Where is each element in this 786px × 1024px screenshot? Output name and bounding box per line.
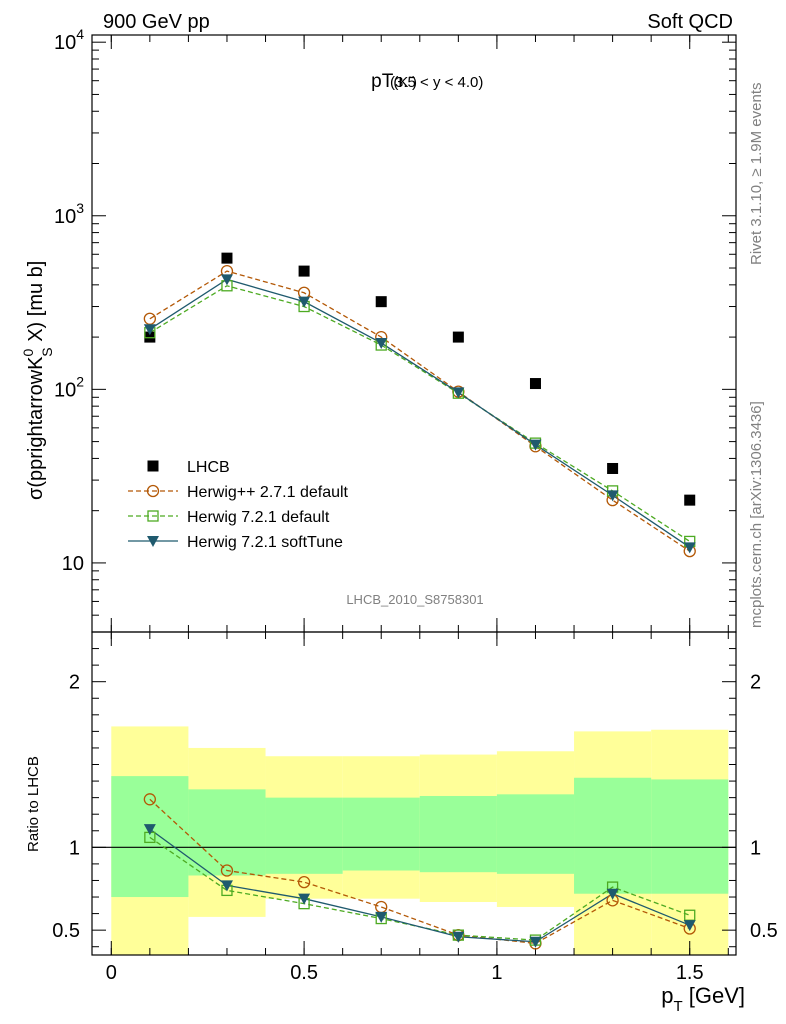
mcplots-label: mcplots.cern.ch [arXiv:1306.3436] xyxy=(748,401,765,628)
ratio-point-herwig-7-2-1-softtune xyxy=(452,931,465,943)
plot-title-particle-sup: - xyxy=(408,71,412,83)
plot-title-particle: (K xyxy=(393,74,408,91)
ratio-plot: 0.5 0.5 1 1 2 2 0 0.5 1 1.5 xyxy=(52,631,778,984)
x-tick-label: 1 xyxy=(491,962,502,984)
main-y-tick-label: 10 xyxy=(62,553,84,575)
ratio-y-axis-label: Ratio to LHCB xyxy=(25,756,42,852)
ratio-y-tick-label: 0.5 xyxy=(52,920,80,942)
tick-base: 10 xyxy=(54,32,76,54)
legend-marker-herwig-7-2-1-softtune xyxy=(147,536,159,547)
point-lhcb xyxy=(452,331,464,343)
ratio-y-tick-label-right: 2 xyxy=(750,672,761,694)
point-herwig-7-2-1-softtune xyxy=(143,324,156,336)
ratio-y-tick-label-right: 0.5 xyxy=(750,920,778,942)
series-line-herwig-7-2-1-default xyxy=(149,285,691,542)
tick-base: 10 xyxy=(54,206,76,228)
point-herwig-7-2-1-softtune xyxy=(683,542,696,554)
uncertainty-band-inner xyxy=(651,779,729,894)
uncertainty-band-inner xyxy=(188,789,266,876)
ratio-point-herwig-7-2-1-softtune xyxy=(298,893,311,905)
main-y-axis-label: σ(pprightarrowK0 S X) [mu b] xyxy=(20,261,55,500)
legend-label-herwig-7-2-1-default: Herwig 7.2.1 default xyxy=(187,509,330,526)
point-herwig-7-2-1-softtune xyxy=(529,439,542,451)
main-y-tick-label: 102 xyxy=(54,373,84,401)
x-label-sub: T xyxy=(673,998,682,1015)
point-lhcb xyxy=(684,494,696,506)
main-y-label-sub: S xyxy=(39,347,55,356)
ratio-point-herwig-7-2-1-softtune xyxy=(683,920,696,932)
ratio-point-herwig-2-7-1-default xyxy=(220,864,234,877)
ratio-y-tick-label-right: 1 xyxy=(750,837,761,859)
ratio-y-tick-label: 1 xyxy=(69,837,80,859)
x-tick-label: 0 xyxy=(106,962,117,984)
legend-marker-lhcb xyxy=(147,460,159,472)
uncertainty-band-inner xyxy=(419,795,497,873)
ratio-point-herwig-7-2-1-softtune xyxy=(143,824,156,836)
plot-title-particle-close: ) xyxy=(412,74,417,91)
legend-label-herwig-7-2-1-softtune: Herwig 7.2.1 softTune xyxy=(187,534,343,551)
uncertainty-band-inner xyxy=(265,797,343,874)
point-herwig-7-2-1-softtune xyxy=(375,337,388,349)
ratio-point-herwig-7-2-1-softtune xyxy=(529,936,542,948)
analysis-watermark: LHCB_2010_S8758301 xyxy=(346,592,483,607)
tick-exponent: 3 xyxy=(76,200,84,216)
plot-title-main: pT xyxy=(371,71,394,92)
main-y-label-sup: 0 xyxy=(20,348,36,356)
ratio-line-herwig-7-2-1-softtune xyxy=(149,828,690,943)
point-lhcb xyxy=(221,252,233,264)
rivet-label: Rivet 3.1.10, ≥ 1.9M events xyxy=(748,83,765,266)
ratio-point-herwig-2-7-1-default xyxy=(143,793,156,806)
point-lhcb xyxy=(375,296,387,308)
point-lhcb xyxy=(607,462,619,474)
uncertainty-band-inner xyxy=(574,777,652,894)
main-y-label-tail: X) [mu b] xyxy=(25,261,47,348)
point-lhcb xyxy=(529,378,541,390)
main-y-tick-label: 104 xyxy=(54,26,84,54)
ratio-y-tick-label: 2 xyxy=(69,672,80,694)
ratio-frame xyxy=(91,631,737,956)
plot-title: pT(K-) xyxy=(371,71,417,92)
main-y-tick-label: 103 xyxy=(54,200,84,228)
uncertainty-band-inner xyxy=(496,794,575,874)
ratio-point-herwig-7-2-1-softtune xyxy=(375,911,388,923)
tick-exponent: 2 xyxy=(76,373,84,389)
plot-title-range: (3.5 < y < 4.0) xyxy=(390,74,483,91)
series-line-herwig-7-2-1-softtune xyxy=(149,278,691,548)
header-left: 900 GeV pp xyxy=(103,11,210,33)
ratio-point-herwig-7-2-1-softtune xyxy=(606,888,619,900)
ratio-point-herwig-2-7-1-default xyxy=(297,875,311,889)
legend-label-lhcb: LHCB xyxy=(187,459,230,476)
series-line-herwig-2-7-1-default xyxy=(149,270,691,552)
x-tick-label: 0.5 xyxy=(290,962,318,984)
header-right: Soft QCD xyxy=(647,11,733,33)
x-label-p: p xyxy=(661,983,673,1008)
legend-marker-herwig-7-2-1-default xyxy=(147,510,159,522)
tick-exponent: 4 xyxy=(76,26,84,42)
legend-label-herwig-2-7-1-default: Herwig++ 2.7.1 default xyxy=(187,484,349,501)
x-tick-label: 1.5 xyxy=(676,962,704,984)
ratio-line-herwig-2-7-1-default xyxy=(149,798,690,945)
point-herwig-7-2-1-softtune xyxy=(606,490,619,502)
point-lhcb xyxy=(298,265,310,277)
main-y-label-text: σ(pprightarrowK xyxy=(25,356,47,500)
uncertainty-band-inner xyxy=(342,797,420,871)
legend-marker-herwig-2-7-1-default xyxy=(146,484,160,498)
point-herwig-7-2-1-softtune xyxy=(452,387,465,399)
x-label-tail: [GeV] xyxy=(683,983,745,1008)
x-axis-label: pT [GeV] xyxy=(661,983,745,1015)
ratio-point-herwig-7-2-1-softtune xyxy=(220,880,233,892)
uncertainty-band-inner xyxy=(111,776,189,898)
tick-base: 10 xyxy=(54,379,76,401)
point-herwig-7-2-1-softtune xyxy=(220,274,233,286)
point-herwig-7-2-1-softtune xyxy=(298,296,311,308)
